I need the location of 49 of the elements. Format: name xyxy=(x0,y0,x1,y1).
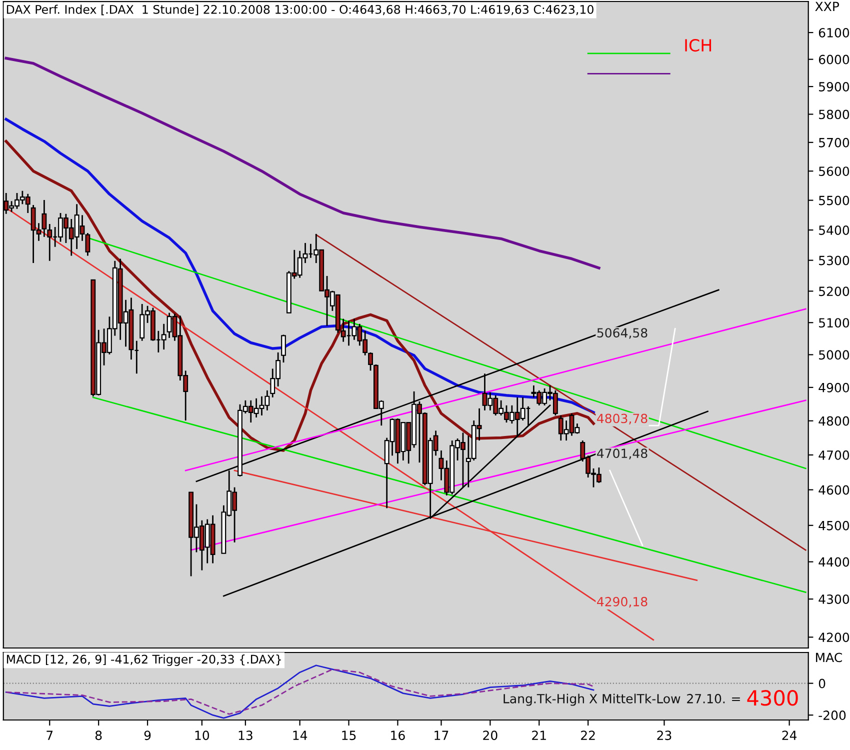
y-tick-label: 4300 xyxy=(818,594,850,604)
annotation: 4701,48 xyxy=(597,448,648,460)
y-tick-label: 5600 xyxy=(819,166,850,176)
y-tick-label: 5200 xyxy=(819,286,850,296)
annotation: 4290,18 xyxy=(597,596,648,608)
y-tick-label: 5500 xyxy=(819,196,850,206)
annotation: 5064,58 xyxy=(597,328,648,339)
x-tick-label: 10 xyxy=(195,730,210,740)
annotation: = xyxy=(732,698,740,702)
y-axis-title: MAC xyxy=(816,652,842,662)
y-tick-label: 0 xyxy=(818,678,826,688)
y-tick-label: 5700 xyxy=(819,138,850,148)
y-tick-label: 5800 xyxy=(819,110,850,120)
y-tick-label: 4800 xyxy=(818,416,850,426)
y-axis-title: XXP xyxy=(815,2,840,11)
y-tick-label: 5400 xyxy=(819,225,850,235)
y-tick-label: 4600 xyxy=(818,485,850,495)
annotation: 4300 xyxy=(747,690,798,706)
x-tick-label: 14 xyxy=(293,730,308,740)
x-tick-label: 9 xyxy=(144,730,151,740)
x-tick-label: 23 xyxy=(657,730,672,740)
x-tick-label: 21 xyxy=(532,730,546,740)
x-tick-label: 22 xyxy=(581,730,595,740)
chart-title: MACD [12, 26, 9] -41,62 Trigger -20,33 {.DAX} xyxy=(6,654,281,666)
annotation: Lang.Tk-High X MittelTk-Low xyxy=(504,694,680,706)
y-tick-label: 5100 xyxy=(819,318,850,328)
y-tick-label: 4400 xyxy=(818,557,850,567)
x-tick-label: 15 xyxy=(342,730,356,740)
x-tick-label: 24 xyxy=(782,730,797,740)
y-tick-label: 4900 xyxy=(818,382,850,392)
annotation: 4803,78 xyxy=(597,414,648,424)
annotation: ICH xyxy=(685,38,712,52)
y-tick-label: 4500 xyxy=(818,520,850,530)
x-tick-label: 20 xyxy=(483,730,498,740)
x-tick-label: 17 xyxy=(434,730,448,740)
y-tick-label: -200 xyxy=(818,710,846,720)
x-tick-label: 16 xyxy=(391,730,405,740)
y-tick-label: 5000 xyxy=(819,350,850,360)
chart-title: DAX Perf. Index [.DAX 1 Stunde] 22.10.2008 13:00:00 - O:4643,68 H:4663,70 L:4619,63 C:4623,10 xyxy=(6,4,594,16)
x-tick-label: 13 xyxy=(238,730,252,740)
y-tick-label: 6000 xyxy=(818,54,850,64)
y-tick-label: 4700 xyxy=(818,450,850,460)
y-tick-label: 6100 xyxy=(818,28,850,38)
y-tick-label: 4200 xyxy=(818,632,850,642)
x-tick-label: 7 xyxy=(46,730,53,740)
y-tick-label: 5300 xyxy=(819,256,850,266)
y-tick-label: 5900 xyxy=(819,82,850,92)
x-tick-label: 8 xyxy=(95,730,102,740)
annotation: 27.10. xyxy=(687,694,725,704)
